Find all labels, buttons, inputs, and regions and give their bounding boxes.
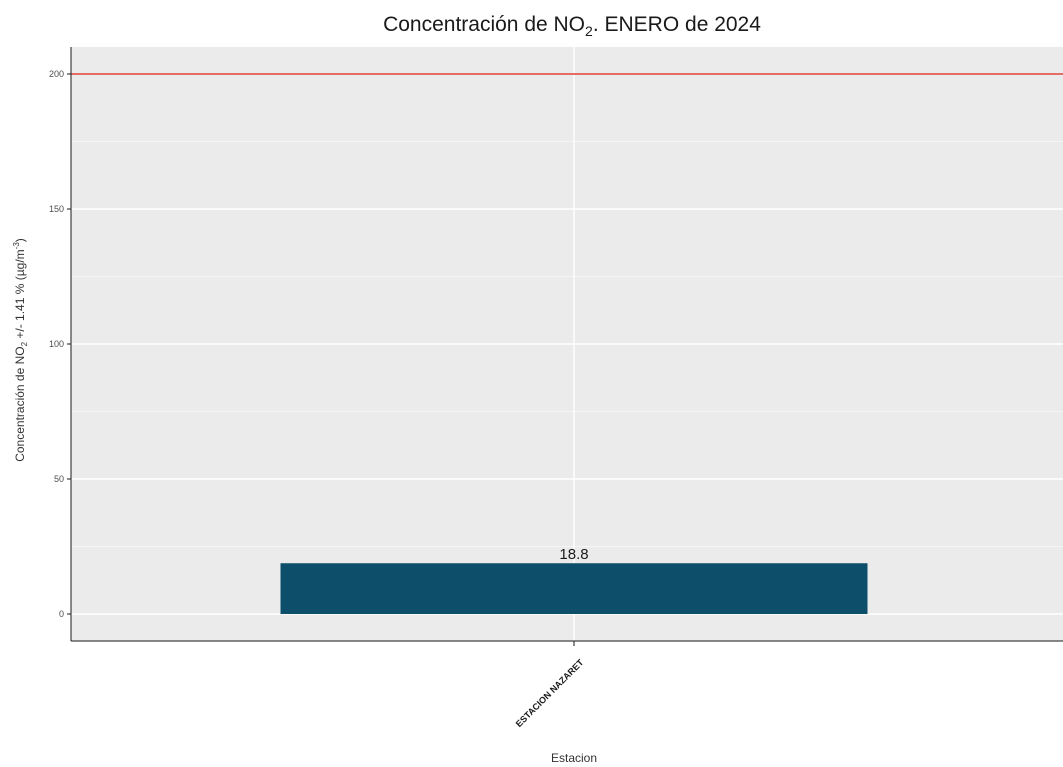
chart-title: Concentración de NO2. ENERO de 2024: [383, 13, 761, 39]
data-labels: 18.8: [559, 546, 588, 563]
y-tick-label-200: 200: [49, 69, 64, 79]
bar-value-label-0: 18.8: [559, 546, 588, 563]
bar-0: [280, 563, 868, 614]
y-tick-label-0: 0: [59, 609, 64, 619]
y-axis-title: Concentración de NO2 +/- 1.41 % (µg/m-3): [12, 238, 29, 462]
y-axis-ticks: 0 50 100 150 200: [49, 69, 71, 619]
y-tick-label-100: 100: [49, 339, 64, 349]
y-tick-label-50: 50: [54, 474, 64, 484]
x-axis-ticks: ESTACION NAZARET: [514, 641, 586, 729]
x-axis-title: Estacion: [551, 751, 597, 765]
y-tick-label-150: 150: [49, 204, 64, 214]
bars: [280, 563, 868, 614]
x-tick-label-0: ESTACION NAZARET: [514, 657, 586, 729]
